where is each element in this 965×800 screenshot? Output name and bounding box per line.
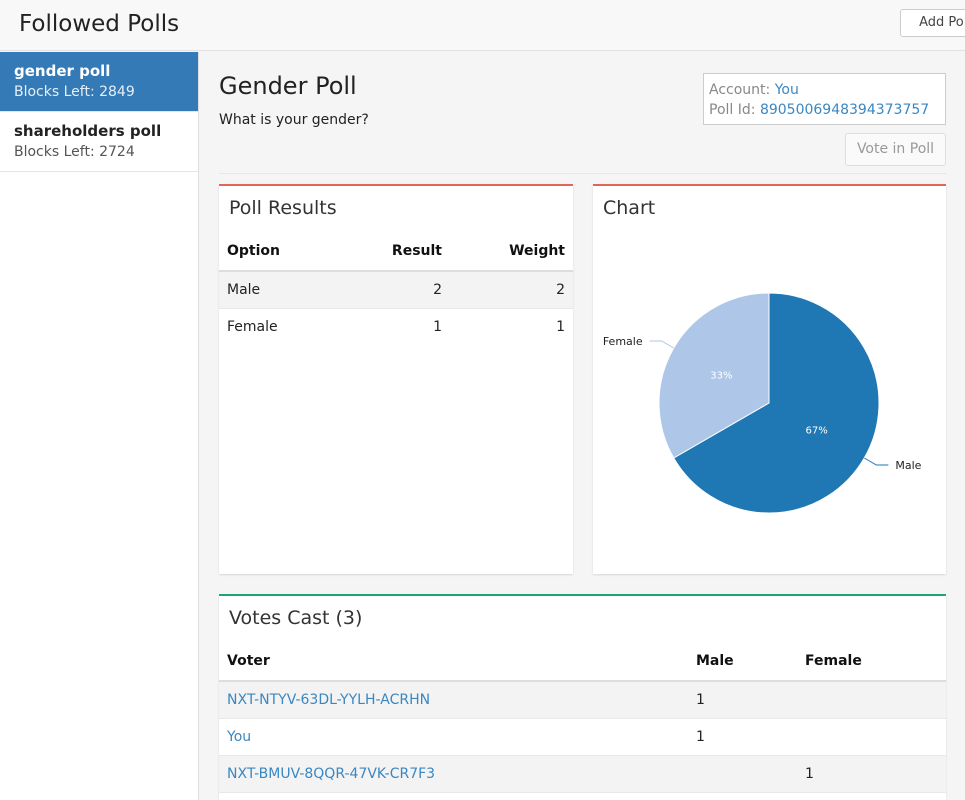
- male-cell: [688, 755, 797, 793]
- column-header-female: Female: [797, 641, 946, 682]
- account-link[interactable]: You: [774, 82, 799, 98]
- votes-cast-panel: Votes Cast (3) Voter Male Female NXT-NTY…: [219, 594, 946, 800]
- poll-id-label: Poll Id:: [709, 102, 756, 118]
- sidebar-item-blocks: Blocks Left: 2849: [14, 84, 135, 100]
- column-header-result: Result: [337, 231, 450, 272]
- sidebar: gender poll Blocks Left: 2849 shareholde…: [0, 52, 199, 800]
- chart-title: Chart: [603, 197, 656, 219]
- pie-slice-female: [658, 292, 770, 459]
- female-cell: 1: [797, 755, 946, 793]
- table-row: You 1: [219, 718, 946, 756]
- top-bar: Followed Polls Add Poll: [0, 0, 965, 51]
- poll-title: Gender Poll: [219, 72, 357, 100]
- female-cell: [797, 718, 946, 756]
- voter-link[interactable]: You: [219, 718, 688, 756]
- result-cell: 2: [337, 271, 450, 309]
- column-header-male: Male: [688, 641, 797, 682]
- chart-panel: Chart 67% Male 33% Female: [593, 184, 946, 574]
- voter-link[interactable]: NXT-NTYV-63DL-YYLH-ACRHN: [219, 681, 688, 719]
- votes-table: Voter Male Female NXT-NTYV-63DL-YYLH-ACR…: [219, 641, 946, 793]
- poll-id-link[interactable]: 8905006948394373757: [759, 102, 930, 118]
- sidebar-item-shareholders-poll[interactable]: shareholders poll Blocks Left: 2724: [0, 112, 198, 172]
- sidebar-item-gender-poll[interactable]: gender poll Blocks Left: 2849: [0, 52, 198, 112]
- table-row: NXT-NTYV-63DL-YYLH-ACRHN 1: [219, 681, 946, 719]
- pie-percent-label: 67%: [806, 426, 828, 437]
- option-cell: Male: [219, 271, 337, 309]
- add-poll-button[interactable]: Add Poll: [900, 9, 965, 37]
- pie-category-label: Female: [603, 335, 643, 348]
- vote-in-poll-button[interactable]: Vote in Poll: [845, 133, 946, 166]
- page-title: Followed Polls: [19, 11, 180, 37]
- male-cell: 1: [688, 718, 797, 756]
- pie-category-label: Male: [895, 459, 921, 472]
- table-row: NXT-BMUV-8QQR-47VK-CR7F3 1: [219, 755, 946, 793]
- pie-leader-line: [864, 457, 889, 466]
- result-cell: 1: [433, 318, 442, 335]
- voter-link[interactable]: NXT-BMUV-8QQR-47VK-CR7F3: [219, 755, 688, 793]
- weight-cell: 2: [450, 271, 573, 309]
- poll-info-box: Account: You Poll Id: 890500694839437375…: [703, 73, 946, 125]
- male-cell: 1: [688, 681, 797, 719]
- sidebar-item-name: shareholders poll: [14, 122, 162, 140]
- poll-results-title: Poll Results: [229, 197, 337, 219]
- female-cell: [797, 681, 946, 719]
- poll-results-table: Option Result Weight Male 2 2 Female 1 1: [219, 231, 573, 345]
- table-row: Female 1 1: [219, 308, 573, 345]
- divider: [219, 173, 946, 174]
- weight-cell: 1: [556, 318, 565, 335]
- column-header-weight: Weight: [450, 231, 573, 272]
- main-content: Gender Poll What is your gender? Account…: [200, 52, 965, 800]
- poll-results-panel: Poll Results Option Result Weight Male 2…: [219, 184, 573, 574]
- votes-cast-title: Votes Cast (3): [229, 607, 363, 629]
- column-header-voter: Voter: [219, 641, 688, 682]
- pie-leader-line: [649, 340, 674, 349]
- pie-chart: 67% Male 33% Female: [603, 292, 922, 514]
- column-header-option: Option: [219, 231, 337, 272]
- sidebar-item-blocks: Blocks Left: 2724: [14, 144, 135, 160]
- poll-question: What is your gender?: [219, 112, 369, 128]
- account-label: Account:: [709, 82, 771, 98]
- sidebar-item-name: gender poll: [14, 62, 111, 80]
- pie-slice-male: [673, 292, 880, 514]
- option-cell: Female: [227, 318, 278, 335]
- table-row: Male 2 2: [219, 271, 573, 309]
- pie-percent-label: 33%: [710, 371, 732, 382]
